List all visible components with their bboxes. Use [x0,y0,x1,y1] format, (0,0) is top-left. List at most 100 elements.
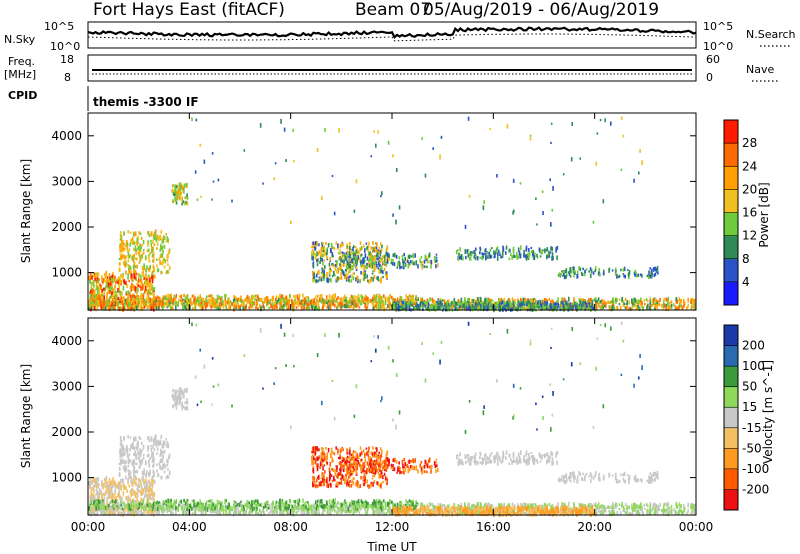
power-echo [624,274,626,279]
velocity-echo [659,502,661,507]
velocity-echo [200,510,203,516]
power-scatter [88,116,697,313]
power-echo [117,279,120,285]
power-echo [487,304,490,309]
power-echo [582,298,584,303]
power-echo [357,293,360,299]
power-echo [379,295,381,300]
power-echo [275,301,277,307]
power-echo [89,274,92,279]
power-echo [100,286,103,291]
power-echo [150,239,152,242]
power-echo [314,240,317,246]
power-echo [135,248,138,252]
power-echo [506,123,509,129]
power-echo [495,250,498,254]
power-echo [378,302,380,307]
power-echo [226,301,229,304]
power-echo [499,251,501,254]
power-echo [106,276,109,280]
power-echo [511,297,514,301]
velocity-echo [528,505,531,510]
velocity-echo [176,506,179,509]
power-echo [635,304,638,310]
power-echo [641,273,643,278]
power-echo [550,303,553,308]
power-echo [298,293,301,298]
power-echo [123,231,125,236]
velocity-echo [618,507,621,511]
velocity-echo [493,506,495,512]
power-echo [153,286,156,292]
power-echo [485,256,487,261]
power-echo [111,274,113,279]
power-echo [663,304,665,308]
power-echo [153,274,156,279]
power-echo [314,295,317,300]
power-echo [541,190,544,194]
power-echo [340,267,342,272]
power-echo [113,305,116,310]
power-echo [379,242,382,246]
power-echo [551,248,553,252]
velocity-echo [636,504,639,508]
power-echo [536,304,539,309]
power-echo [102,302,104,308]
power-echo [283,127,286,132]
velocity-echo [645,503,648,507]
power-echo [133,247,135,252]
power-echo [166,255,168,259]
power-echo [482,254,484,259]
power-echo [148,233,151,238]
power-echo [116,293,119,297]
power-echo [97,300,99,305]
velocity-echo [279,509,282,514]
power-echo [99,286,101,290]
power-echo [112,272,114,276]
power-echo [131,288,134,291]
power-echo [155,229,157,235]
power-echo [139,304,142,307]
power-echo [519,302,521,308]
power-echo [531,300,533,304]
power-echo [505,245,508,250]
power-echo [268,306,270,310]
power-echo [336,260,338,265]
power-echo [452,304,455,308]
power-echo [490,300,492,305]
power-echo [382,294,385,297]
power-echo [398,262,401,267]
power-echo [373,274,376,280]
power-echo [637,273,640,277]
power-echo [290,299,293,302]
power-echo [364,296,366,299]
power-echo [323,252,326,257]
power-echo [658,302,661,307]
velocity-echo [327,507,329,512]
power-echo [675,296,678,302]
power-echo [292,302,295,306]
power-echo [375,254,378,259]
power-echo [168,265,171,271]
power-echo [517,247,520,252]
power-echo [530,307,533,311]
power-echo [128,298,130,302]
power-echo [89,280,91,285]
power-echo [138,301,140,304]
power-echo [94,275,96,279]
velocity-echo [287,512,289,515]
power-echo [183,298,186,302]
power-echo [446,307,448,312]
power-echo [472,298,474,304]
power-echo [152,270,154,273]
power-echo [201,302,203,307]
power-echo [156,295,159,298]
velocity-echo [631,511,634,516]
power-echo [550,300,552,304]
power-echo [312,251,315,256]
power-echo [435,253,438,256]
power-echo [321,257,323,262]
power-echo [353,304,355,308]
power-echo [551,307,553,310]
